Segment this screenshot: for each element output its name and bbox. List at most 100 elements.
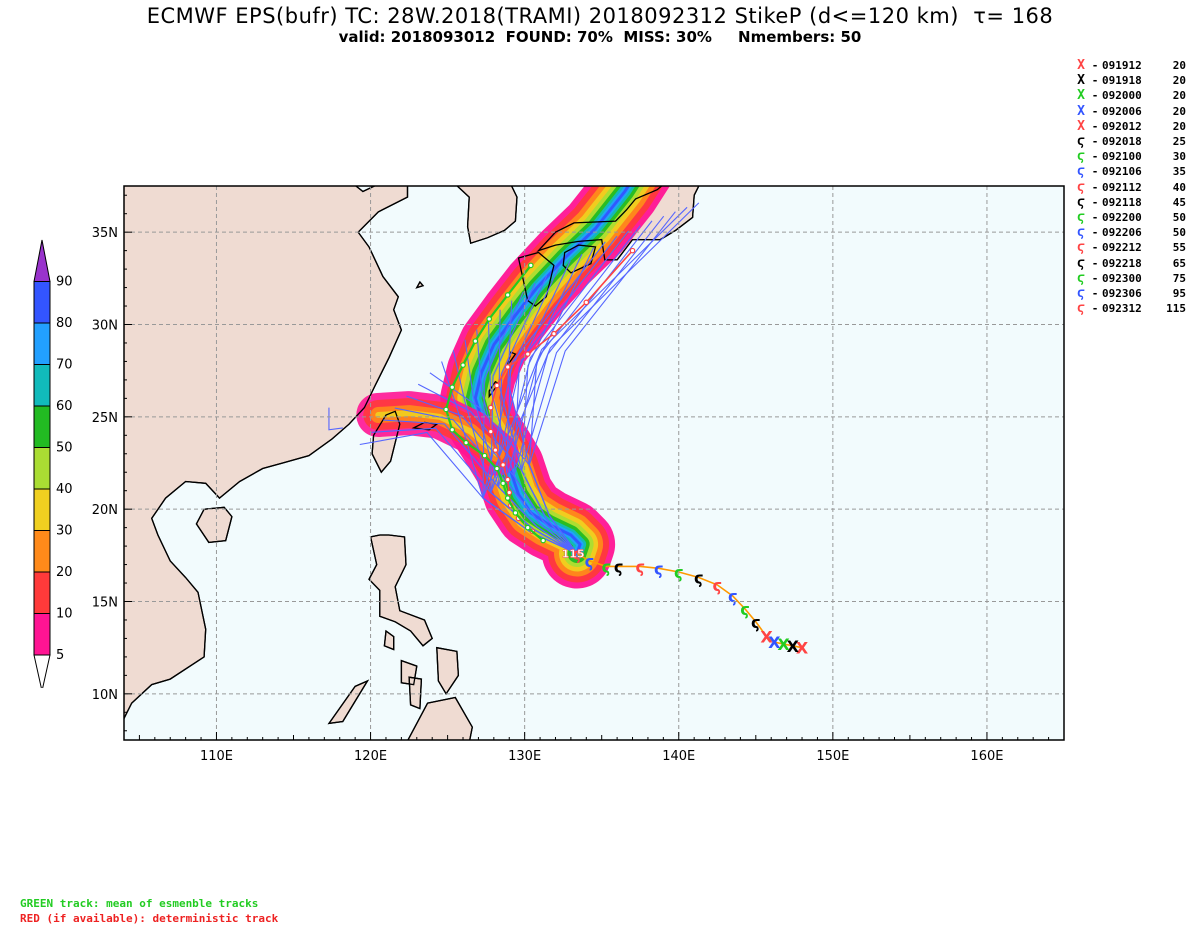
ensemble-mean-track	[444, 264, 544, 542]
deterministic-note: RED (if available): deterministic track	[20, 912, 279, 925]
legend-item: ϛ -092200 50	[1074, 210, 1200, 225]
legend-symbol-icon: ϛ	[1077, 301, 1085, 317]
colorbar-top-arrow	[33, 239, 51, 282]
legend-symbol-icon: ϛ	[1077, 209, 1085, 225]
legend-item: ϛ -092018 25	[1074, 134, 1200, 149]
observed-track-symbol: ϛ	[740, 600, 749, 619]
ensemble-mean-point	[486, 316, 493, 322]
legend-dash: -	[1091, 89, 1099, 103]
legend-time: 092218	[1102, 256, 1142, 270]
colorbar-segment	[33, 613, 51, 656]
observed-track-symbol: X	[768, 633, 781, 652]
legend-item: ϛ -092100 30	[1074, 149, 1200, 164]
ensemble-mean-point	[443, 406, 449, 413]
deterministic-point	[487, 428, 494, 435]
legend-intensity: 65	[1172, 256, 1186, 270]
legend-symbol-icon: ϛ	[1077, 225, 1085, 241]
ensemble-member-track	[528, 211, 676, 554]
deterministic-point	[492, 447, 499, 453]
ensemble-mean-point	[540, 537, 546, 544]
legend-intensity: 25	[1172, 135, 1186, 149]
legend-intensity: 115	[1166, 302, 1186, 316]
x-tick-label: 140E	[662, 749, 695, 764]
ensemble-mean-point	[494, 465, 500, 472]
probability-colorbar: 5 10 20 30 40 50 60 70 80 90	[33, 239, 73, 688]
legend-dash: -	[1091, 135, 1099, 149]
deterministic-point	[500, 462, 506, 468]
legend-dash: -	[1091, 180, 1099, 194]
legend-dash: -	[1091, 59, 1099, 73]
legend-dash: -	[1091, 150, 1099, 164]
legend-intensity: 20	[1172, 119, 1186, 133]
legend-intensity: 20	[1172, 59, 1186, 73]
legend-time: 092300	[1102, 271, 1142, 285]
ensemble-mean-point	[449, 426, 456, 433]
legend-intensity: 20	[1172, 104, 1186, 118]
legend-symbol-icon: ϛ	[1077, 270, 1085, 286]
legend-item: ϛ -092312 115	[1074, 301, 1200, 316]
legend-intensity: 50	[1172, 210, 1186, 224]
legend-intensity: 30	[1172, 150, 1186, 164]
coastline	[124, 186, 409, 720]
deterministic-point	[551, 330, 557, 337]
colorbar-label: 5	[56, 648, 64, 663]
ensemble-mean-note: GREEN track: mean of esmenble tracks	[20, 897, 259, 910]
ensemble-mean-point	[504, 292, 511, 298]
colorbar-segment	[33, 364, 51, 407]
ensemble-mean-point	[463, 439, 469, 446]
ensemble-member-track	[328, 407, 343, 431]
legend-intensity: 40	[1172, 180, 1186, 194]
coastline	[436, 646, 460, 696]
coastline	[400, 659, 418, 686]
ensemble-member-track	[482, 206, 688, 554]
legend-symbol-icon: ϛ	[1077, 240, 1085, 256]
deterministic-point	[487, 404, 494, 411]
colorbar-label: 20	[56, 565, 73, 580]
ensemble-mean-point	[528, 262, 534, 269]
legend-time: 092306	[1102, 286, 1142, 300]
observed-track-symbol: ϛ	[572, 544, 581, 563]
colorbar-segment	[33, 405, 51, 448]
legend-item: X -092000 20	[1074, 88, 1200, 103]
colorbar-segment	[33, 322, 51, 365]
deterministic-point	[524, 351, 531, 357]
legend-time: 092200	[1102, 210, 1142, 224]
y-tick-label: 20N	[92, 503, 118, 518]
colorbar-label: 80	[56, 316, 73, 331]
deterministic-point	[504, 364, 511, 370]
colorbar-segment	[33, 530, 51, 573]
ensemble-mean-point	[460, 362, 466, 368]
y-tick-label: 35N	[92, 226, 118, 241]
deterministic-point	[629, 247, 636, 254]
observed-track-symbol: ϛ	[602, 557, 611, 576]
observed-track-symbol: X	[796, 639, 809, 658]
observed-track-symbol: X	[787, 637, 800, 656]
legend-time: 092018	[1102, 135, 1142, 149]
legend-time: 092006	[1102, 104, 1142, 118]
legend-time: 092112	[1102, 180, 1142, 194]
colorbar-segment	[33, 447, 51, 490]
colorbar-label: 10	[56, 607, 73, 622]
map-frame	[123, 185, 1065, 741]
legend-dash: -	[1091, 74, 1099, 88]
deterministic-point	[583, 299, 590, 306]
y-tick-label: 30N	[92, 319, 118, 334]
ensemble-mean-point	[481, 452, 488, 459]
legend-time: 092012	[1102, 119, 1142, 133]
ensemble-mean-point	[449, 384, 456, 391]
x-tick-label: 120E	[354, 749, 387, 764]
deterministic-point	[504, 476, 511, 483]
observed-track-symbol: ϛ	[585, 552, 594, 571]
coastline	[562, 244, 597, 274]
legend-item: ϛ -092212 55	[1074, 240, 1200, 255]
legend-dash: -	[1091, 119, 1099, 133]
legend-dash: -	[1091, 104, 1099, 118]
observed-track	[576, 552, 803, 649]
legend-dash: -	[1091, 165, 1099, 179]
colorbar-label: 40	[56, 482, 73, 497]
legend-item: ϛ -092106 35	[1074, 164, 1200, 179]
coastline	[536, 186, 700, 261]
legend-symbol-icon: X	[1077, 88, 1085, 104]
legend-symbol-icon: X	[1077, 73, 1085, 89]
